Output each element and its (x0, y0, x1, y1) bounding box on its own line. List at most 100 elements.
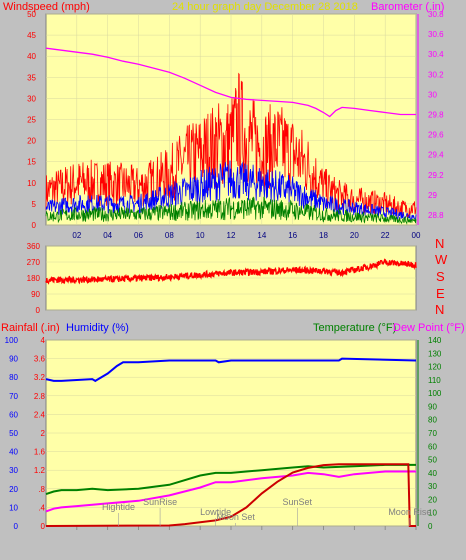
temperature-tick-label: 70 (428, 429, 437, 438)
hour-tick-label: 20 (350, 231, 359, 240)
wind-tick-label: 15 (27, 158, 36, 167)
hour-tick-label: 00 (412, 231, 421, 240)
wind-tick-label: 30 (27, 94, 36, 103)
wind-tick-label: 25 (27, 116, 36, 125)
direction-tick-label: 270 (27, 258, 41, 267)
rainfall-tick-label: 3.2 (34, 373, 46, 382)
series-rainfall (45, 463, 416, 527)
wind-tick-label: 20 (27, 137, 36, 146)
temperature-tick-label: 110 (428, 376, 441, 385)
series-wind-direction (45, 258, 417, 285)
temperature-tick-label: 90 (428, 402, 437, 411)
rainfall-tick-label: 4 (41, 336, 46, 345)
temperature-tick-label: 50 (428, 456, 437, 465)
series-temperature (45, 463, 416, 496)
annotation-label: Hightide (102, 502, 135, 512)
humidity-tick-label: 100 (5, 336, 19, 345)
wind-tick-label: 50 (27, 10, 36, 19)
humidity-tick-label: 10 (9, 503, 18, 512)
rainfall-tick-label: 3.6 (34, 355, 46, 364)
series-humidity (45, 357, 417, 383)
direction-letter-w: W (435, 252, 448, 267)
rainfall-tick-label: 2.4 (34, 410, 46, 419)
series-barometer (45, 47, 416, 118)
barometer-tick-label: 29.4 (428, 151, 444, 160)
barometer-tick-label: 29.6 (428, 131, 444, 140)
series-wind-speed (45, 160, 417, 221)
temperature-axis-label: Temperature (°F) (313, 322, 396, 334)
series-wind-gust (45, 72, 417, 218)
annotation-label: Moon Rise (388, 507, 431, 517)
direction-tick-label: 90 (31, 290, 40, 299)
hour-tick-label: 08 (165, 231, 174, 240)
hour-tick-label: 14 (257, 231, 266, 240)
hour-tick-label: 18 (319, 231, 328, 240)
direction-letters: N W S E N (435, 236, 448, 317)
rainfall-tick-label: 1.2 (34, 466, 46, 475)
barometer-tick-label: 30.8 (428, 10, 444, 19)
humidity-tick-label: 60 (9, 410, 18, 419)
wind-tick-label: 45 (27, 31, 36, 40)
direction-tick-label: 360 (27, 242, 41, 251)
barometer-tick-label: 29.2 (428, 171, 444, 180)
direction-letter-n-top: N (435, 236, 444, 251)
humidity-axis-label: Humidity (%) (66, 322, 129, 334)
humidity-tick-label: 20 (9, 485, 18, 494)
barometer-tick-label: 30.4 (428, 50, 444, 59)
rainfall-tick-label: 2 (41, 429, 46, 438)
dewpoint-axis-label: Dew Point (°F) (393, 322, 465, 334)
temperature-tick-label: 120 (428, 363, 442, 372)
data-series (45, 47, 417, 527)
wind-tick-label: 40 (27, 52, 36, 61)
series-dew-point (45, 470, 416, 513)
hour-tick-label: 22 (381, 231, 390, 240)
barometer-tick-label: 29.8 (428, 110, 444, 119)
direction-tick-label: 180 (27, 274, 41, 283)
annotation-label: Moon Set (216, 512, 255, 522)
barometer-axis-label: Barometer (.in) (371, 1, 444, 13)
direction-tick-label: 0 (36, 306, 41, 315)
rainfall-tick-label: 1.6 (34, 448, 46, 457)
hour-tick-label: 16 (288, 231, 297, 240)
rainfall-tick-label: .4 (38, 503, 45, 512)
wind-tick-label: 5 (32, 200, 37, 209)
axis-ticks: 0510152025303540455028.82929.229.429.629… (5, 10, 444, 531)
windspeed-axis-label: Windspeed (mph) (3, 1, 90, 13)
temperature-tick-label: 20 (428, 495, 437, 504)
rainfall-tick-label: 2.8 (34, 392, 46, 401)
temperature-tick-label: 0 (428, 522, 433, 531)
barometer-tick-label: 30.6 (428, 30, 444, 39)
wind-tick-label: 35 (27, 73, 36, 82)
temperature-tick-label: 40 (428, 469, 437, 478)
temperature-tick-label: 80 (428, 416, 437, 425)
wind-tick-label: 0 (32, 221, 37, 230)
humidity-tick-label: 50 (9, 429, 18, 438)
direction-letter-s: S (436, 269, 445, 284)
temperature-tick-label: 100 (428, 389, 442, 398)
barometer-tick-label: 30.2 (428, 70, 444, 79)
humidity-tick-label: 30 (9, 466, 18, 475)
annotation-label: Lowtide (200, 507, 231, 517)
humidity-tick-label: 40 (9, 448, 18, 457)
hour-tick-label: 12 (227, 231, 236, 240)
temperature-tick-label: 10 (428, 509, 437, 518)
hour-tick-label: 10 (196, 231, 205, 240)
rainfall-axis-label: Rainfall (.in) (1, 322, 60, 334)
barometer-tick-label: 29 (428, 191, 437, 200)
hour-tick-label: 04 (103, 231, 112, 240)
humidity-tick-label: 80 (9, 373, 18, 382)
temperature-tick-label: 30 (428, 482, 437, 491)
direction-letter-e: E (436, 286, 445, 301)
annotation-label: SunRise (143, 497, 177, 507)
temperature-tick-label: 130 (428, 349, 442, 358)
humidity-tick-label: 0 (14, 522, 19, 531)
temperature-tick-label: 60 (428, 442, 437, 451)
series-wind-avg (45, 196, 417, 225)
rainfall-tick-label: .8 (38, 485, 45, 494)
hour-tick-label: 02 (72, 231, 81, 240)
hour-tick-label: 06 (134, 231, 143, 240)
temperature-tick-label: 140 (428, 336, 442, 345)
